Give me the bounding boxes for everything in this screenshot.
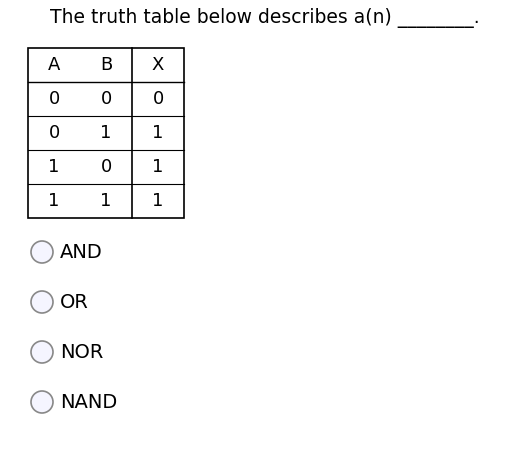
Text: OR: OR bbox=[60, 293, 89, 312]
Text: 0: 0 bbox=[100, 90, 112, 108]
Circle shape bbox=[31, 291, 53, 313]
Text: AND: AND bbox=[60, 243, 103, 262]
Text: 0: 0 bbox=[153, 90, 164, 108]
Text: B: B bbox=[100, 56, 112, 74]
Bar bbox=[28, 48, 184, 218]
Text: 1: 1 bbox=[48, 158, 60, 176]
Text: NOR: NOR bbox=[60, 343, 103, 362]
Text: NAND: NAND bbox=[60, 393, 117, 412]
Text: 1: 1 bbox=[152, 124, 164, 142]
Text: 1: 1 bbox=[100, 192, 112, 210]
Text: 1: 1 bbox=[152, 158, 164, 176]
Text: X: X bbox=[152, 56, 164, 74]
Text: 1: 1 bbox=[48, 192, 60, 210]
Text: 1: 1 bbox=[152, 192, 164, 210]
Text: 0: 0 bbox=[100, 158, 112, 176]
Text: A: A bbox=[48, 56, 60, 74]
Circle shape bbox=[31, 341, 53, 363]
Circle shape bbox=[31, 241, 53, 263]
Text: 0: 0 bbox=[48, 90, 59, 108]
Text: The truth table below describes a(n) ________.: The truth table below describes a(n) ___… bbox=[50, 8, 480, 28]
Text: 1: 1 bbox=[100, 124, 112, 142]
Circle shape bbox=[31, 391, 53, 413]
Text: 0: 0 bbox=[48, 124, 59, 142]
